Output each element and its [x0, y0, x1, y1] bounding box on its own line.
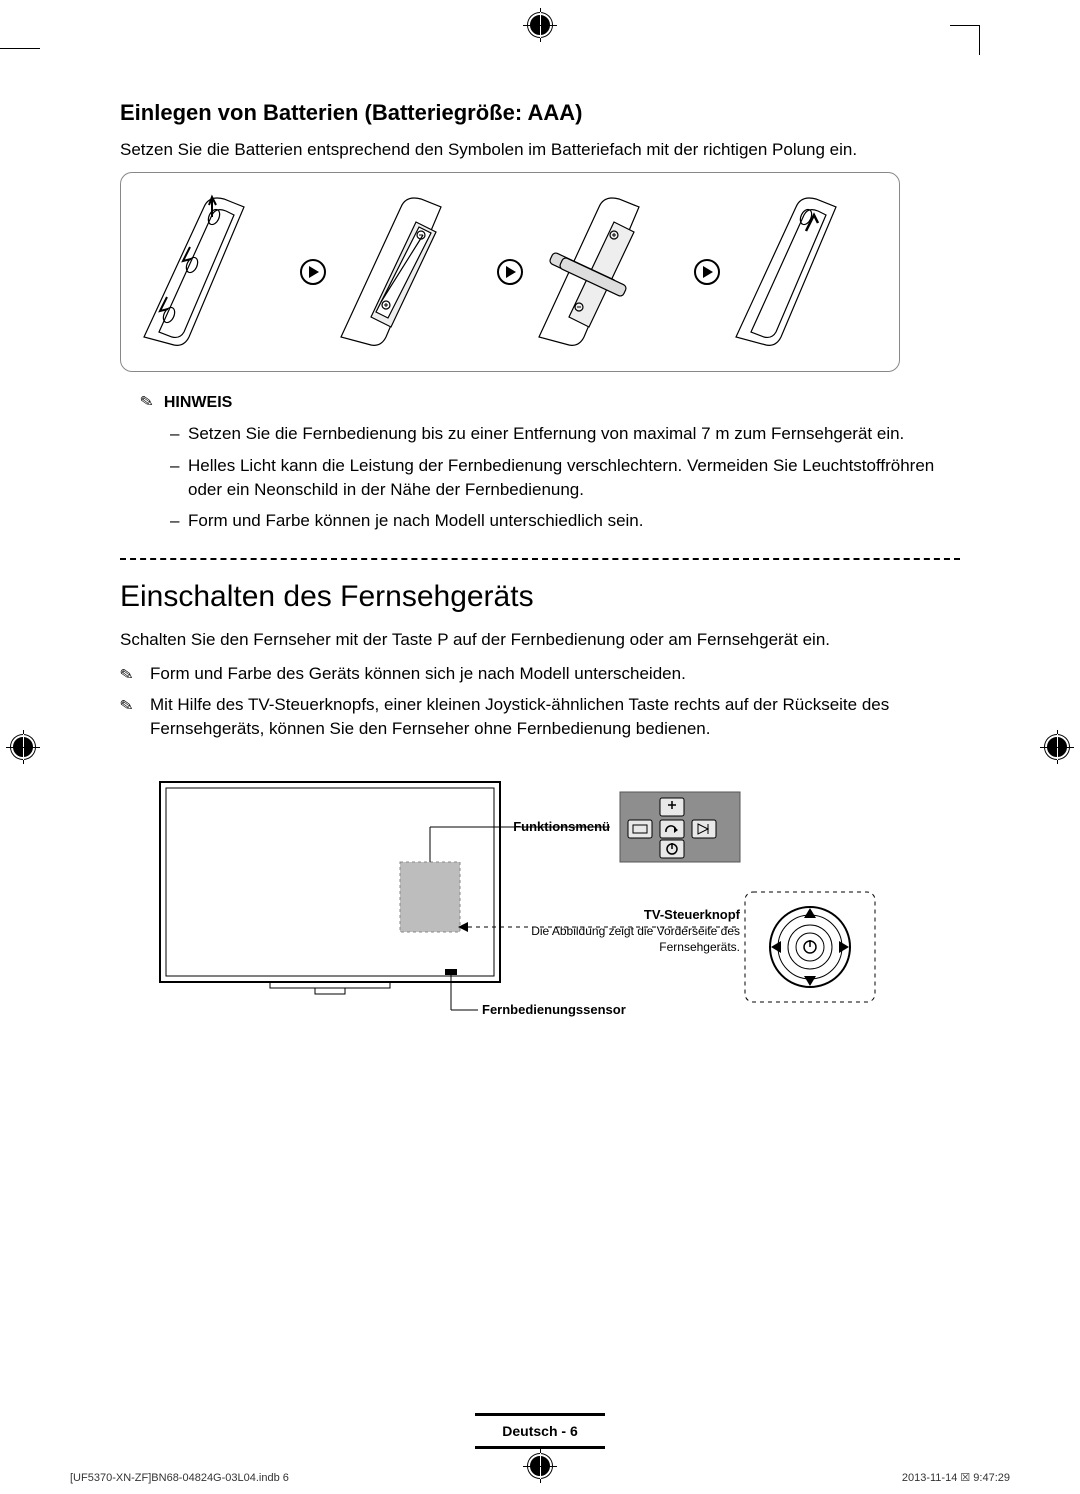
- steuerknopf-label: TV-Steuerknopf: [620, 907, 740, 922]
- hinweis-label: HINWEIS: [164, 394, 232, 411]
- funktionsmenu-label: Funktionsmenü: [495, 819, 610, 834]
- print-footer-right: 2013-11-14 ☒ 9:47:29: [902, 1471, 1010, 1484]
- steuerknopf-caption: Die Abbildung zeigt die Vorderseite des …: [500, 924, 740, 955]
- registration-mark-bottom: [527, 1453, 553, 1479]
- battery-step-3: [529, 187, 689, 357]
- section1-heading: Einlegen von Batterien (Batteriegröße: A…: [120, 100, 960, 126]
- section2-note: ✎ Form und Farbe des Geräts können sich …: [120, 662, 960, 687]
- page-content: Einlegen von Batterien (Batteriegröße: A…: [120, 100, 960, 1052]
- arrow-next-icon: [694, 259, 720, 285]
- registration-mark-top: [527, 12, 553, 38]
- page-number: Deutsch - 6: [490, 1420, 589, 1442]
- arrow-next-icon: [497, 259, 523, 285]
- hinweis-item: Setzen Sie die Fernbedienung bis zu eine…: [170, 422, 960, 446]
- registration-mark-right: [1044, 734, 1070, 760]
- battery-step-2: [331, 187, 491, 357]
- hinweis-item: Form und Farbe können je nach Modell unt…: [170, 509, 960, 533]
- hinweis-block: ✎ HINWEIS Setzen Sie die Fernbedienung b…: [120, 392, 960, 533]
- print-footer-left: [UF5370-XN-ZF]BN68-04824G-03L04.indb 6: [70, 1472, 289, 1484]
- section2-intro: Schalten Sie den Fernseher mit der Taste…: [120, 630, 960, 650]
- section-divider: [120, 558, 960, 560]
- arrow-next-icon: [300, 259, 326, 285]
- note-icon: ✎: [138, 391, 155, 413]
- crop-mark-left: [0, 48, 40, 49]
- hinweis-item: Helles Licht kann die Leistung der Fernb…: [170, 454, 960, 502]
- section2-note: ✎ Mit Hilfe des TV-Steuerknopfs, einer k…: [120, 693, 960, 742]
- note-text: Mit Hilfe des TV-Steuerknopfs, einer kle…: [150, 695, 889, 739]
- hinweis-label-row: ✎ HINWEIS: [140, 392, 960, 412]
- section1-intro: Setzen Sie die Batterien entsprechend de…: [120, 140, 960, 160]
- note-icon: ✎: [118, 663, 135, 688]
- note-icon: ✎: [118, 694, 135, 719]
- battery-step-1: [134, 187, 294, 357]
- tv-figure: Funktionsmenü TV-Steuerknopf Die Abbildu…: [120, 772, 900, 1052]
- battery-figure: [120, 172, 900, 372]
- battery-step-4: [726, 187, 886, 357]
- sensor-label: Fernbedienungssensor: [482, 1002, 626, 1017]
- section2-heading: Einschalten des Fernsehgeräts: [120, 580, 960, 614]
- page-footer: Deutsch - 6: [475, 1413, 605, 1449]
- hinweis-list: Setzen Sie die Fernbedienung bis zu eine…: [140, 422, 960, 533]
- registration-mark-left: [10, 734, 36, 760]
- note-text: Form und Farbe des Geräts können sich je…: [150, 664, 686, 683]
